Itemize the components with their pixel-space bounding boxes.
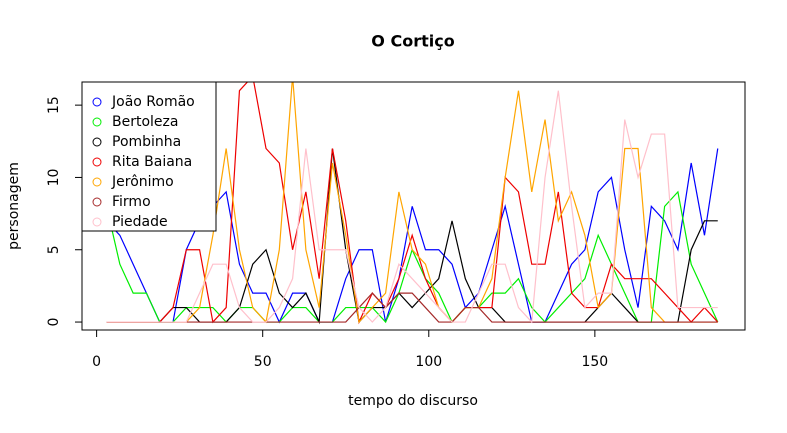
x-tick-label: 150 — [581, 354, 608, 370]
legend-label: João Romão — [111, 94, 195, 110]
legend-label: Firmo — [112, 194, 151, 210]
chart-title: O Cortiço — [371, 32, 454, 51]
series-line — [106, 82, 719, 325]
legend-marker — [92, 217, 102, 227]
legend-marker — [92, 97, 102, 107]
x-tick-label: 0 — [92, 354, 101, 370]
x-tick-label: 100 — [415, 354, 442, 370]
y-tick-label: 5 — [46, 245, 62, 254]
legend-label: Rita Baiana — [112, 154, 192, 170]
y-tick-label: 15 — [46, 96, 62, 114]
legend-label: Piedade — [112, 214, 168, 230]
y-axis-label: personagem — [6, 162, 22, 250]
legend-label: Bertoleza — [112, 114, 178, 130]
legend-label: Pombinha — [112, 134, 181, 150]
legend-marker — [92, 137, 102, 147]
legend-marker — [92, 117, 102, 127]
x-tick-label: 50 — [254, 354, 272, 370]
y-tick-label: 10 — [46, 169, 62, 187]
y-tick-label: 0 — [46, 318, 62, 327]
legend-marker — [92, 157, 102, 167]
legend-box — [81, 81, 217, 232]
series-line — [106, 292, 718, 323]
legend-marker — [92, 177, 102, 187]
x-axis-label: tempo do discurso — [348, 393, 478, 409]
series-line — [106, 90, 718, 324]
series-line — [106, 82, 718, 324]
legend-label: Jerônimo — [111, 174, 174, 190]
plot-area — [105, 82, 719, 325]
legend-marker — [92, 197, 102, 207]
